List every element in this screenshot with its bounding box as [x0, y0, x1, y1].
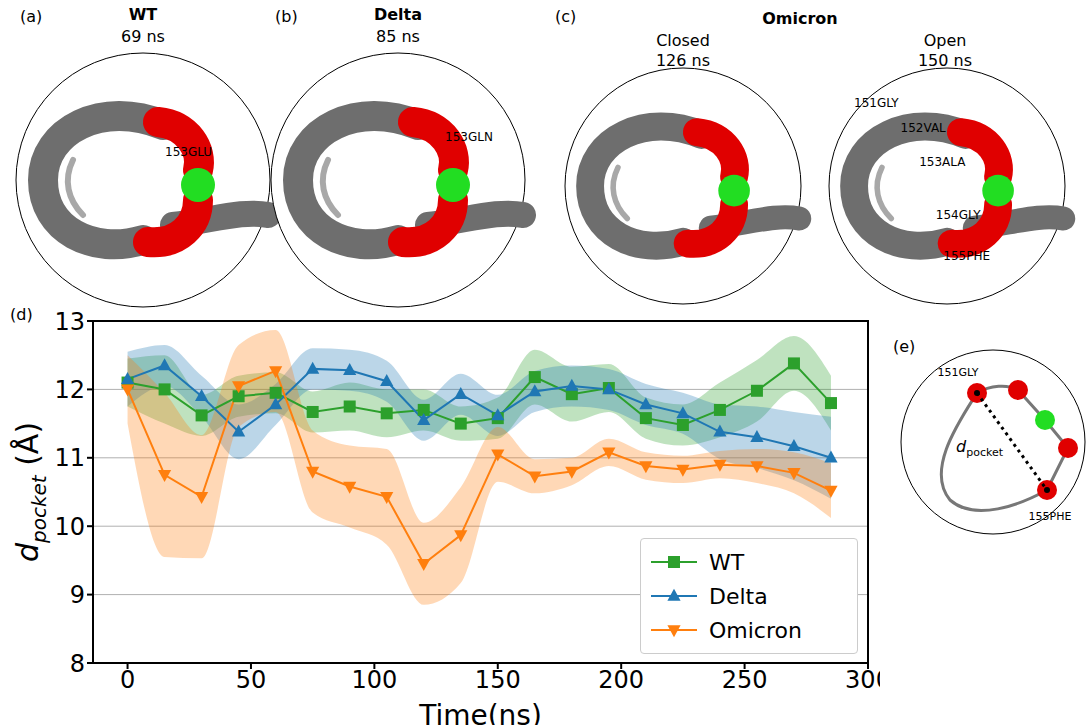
svg-text:Open: Open	[924, 31, 967, 50]
svg-text:(e): (e)	[893, 337, 915, 356]
svg-text:Closed: Closed	[656, 31, 710, 50]
svg-text:Time(ns): Time(ns)	[418, 699, 542, 725]
svg-text:(a): (a)	[20, 7, 42, 26]
svg-text:151GLY: 151GLY	[938, 366, 979, 379]
svg-text:8: 8	[70, 650, 85, 678]
svg-text:WT: WT	[129, 5, 158, 24]
svg-text:250: 250	[722, 666, 768, 694]
svg-text:13: 13	[54, 308, 85, 336]
svg-text:(c): (c)	[555, 7, 576, 26]
html-text:Omicron: Omicron	[709, 617, 802, 643]
svg-text:154GLY: 154GLY	[936, 208, 981, 222]
svg-text:Omicron: Omicron	[762, 9, 838, 28]
svg-text:152VAL: 152VAL	[901, 121, 947, 135]
html-text:Delta: Delta	[709, 583, 768, 609]
svg-text:12: 12	[54, 376, 85, 404]
svg-text:dpocket (Å): dpocket (Å)	[10, 422, 51, 562]
svg-text:126 ns: 126 ns	[656, 51, 710, 70]
svg-text:150: 150	[475, 666, 521, 694]
svg-text:150 ns: 150 ns	[918, 51, 972, 70]
svg-text:153GLN: 153GLN	[445, 130, 493, 144]
svg-text:50: 50	[236, 666, 267, 694]
svg-text:153ALA: 153ALA	[919, 155, 966, 169]
svg-text:155PHE: 155PHE	[1029, 510, 1072, 523]
svg-text:dpocket: dpocket	[956, 437, 1004, 459]
svg-text:85 ns: 85 ns	[376, 27, 420, 46]
svg-text:151GLY: 151GLY	[854, 96, 899, 110]
html-text:WT: WT	[709, 549, 745, 575]
svg-text:100: 100	[351, 666, 397, 694]
svg-text:Delta: Delta	[374, 5, 422, 24]
svg-text:155PHE: 155PHE	[943, 249, 990, 263]
svg-text:200: 200	[598, 666, 644, 694]
svg-text:300: 300	[845, 666, 880, 694]
svg-text:0: 0	[120, 666, 135, 694]
svg-text:10: 10	[54, 513, 85, 541]
svg-text:153GLU: 153GLU	[165, 145, 212, 159]
svg-text:(d): (d)	[10, 305, 33, 324]
svg-text:(b): (b)	[275, 7, 298, 26]
svg-text:9: 9	[70, 581, 85, 609]
svg-text:11: 11	[54, 444, 85, 472]
svg-text:69 ns: 69 ns	[121, 27, 165, 46]
